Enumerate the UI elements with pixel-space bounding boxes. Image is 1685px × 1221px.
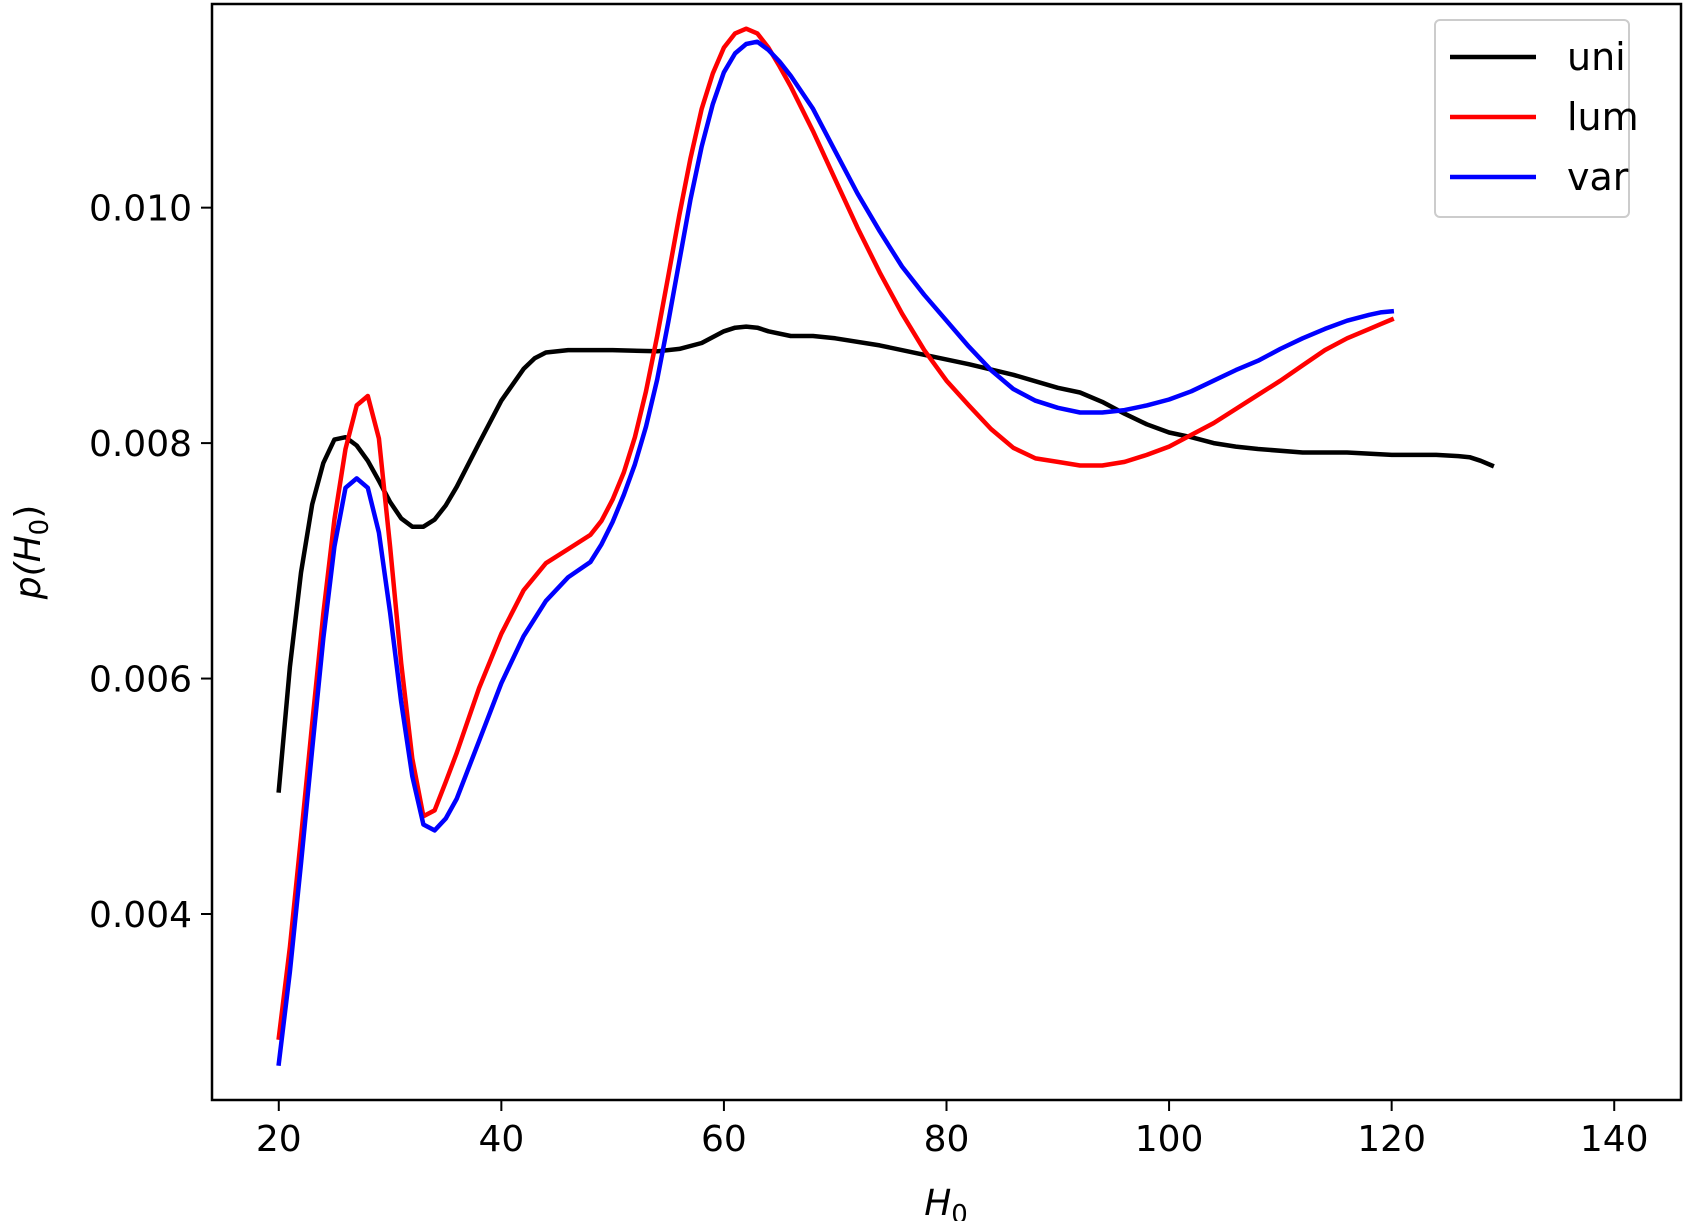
series-layer [276, 26, 1495, 1067]
y-axis-label-close: ) [8, 505, 49, 519]
series-line-lum [276, 26, 1395, 1041]
x-axis-label-subscript: 0 [951, 1200, 968, 1221]
legend-label-uni: uni [1567, 35, 1626, 79]
series-line-var [276, 39, 1395, 1067]
x-tick-label: 40 [478, 1119, 524, 1160]
y-axis: 0.004 0.006 0.008 0.010 [89, 189, 212, 936]
y-tick-label: 0.006 [89, 660, 192, 701]
x-tick-label: 60 [701, 1119, 747, 1160]
x-tick-label: 140 [1580, 1119, 1649, 1160]
legend: uni lum var [1434, 19, 1639, 218]
x-tick-label: 100 [1135, 1119, 1204, 1160]
legend-label-lum: lum [1567, 95, 1639, 139]
legend-label-var: var [1567, 155, 1629, 199]
y-axis-label: p(H0) [8, 505, 55, 601]
x-axis-label: H0 [924, 1183, 968, 1221]
x-tick-label: 20 [256, 1119, 302, 1160]
x-tick-label: 80 [924, 1119, 970, 1160]
y-axis-label-subscript: 0 [25, 519, 55, 536]
y-tick-label: 0.010 [89, 189, 192, 230]
x-axis: 20 40 60 80 100 120 140 [256, 1100, 1649, 1160]
legend-entries: uni lum var [1450, 35, 1639, 199]
x-tick-label: 120 [1357, 1119, 1426, 1160]
y-tick-label: 0.004 [89, 895, 192, 936]
y-tick-label: 0.008 [89, 424, 192, 465]
